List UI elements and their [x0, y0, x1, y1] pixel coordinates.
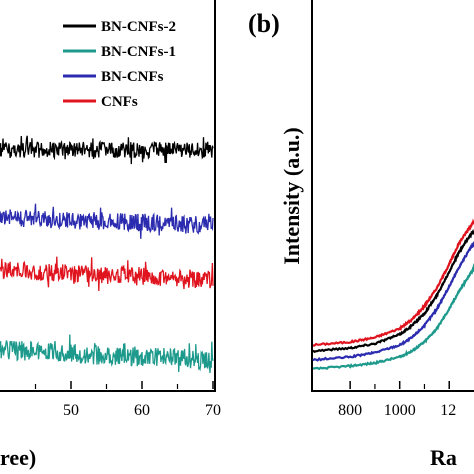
panel-b-series-line — [313, 218, 474, 347]
panel-b-x-axis-label: Ra — [430, 445, 457, 470]
panel-b-series-line — [312, 241, 474, 362]
panel-b-series-line — [312, 263, 474, 371]
panel-a-series — [0, 135, 214, 374]
x-tick-label: 800 — [338, 402, 362, 419]
legend-label: BN-CNFs-1 — [101, 44, 176, 60]
legend-label: BN-CNFs — [101, 69, 164, 85]
x-tick-label: 50 — [63, 402, 79, 419]
panel-b-series-line — [312, 229, 474, 354]
panel-a-frame — [0, 0, 216, 392]
legend-label: BN-CNFs-2 — [101, 19, 176, 35]
panel-a-legend: BN-CNFs-2 BN-CNFs-1 BN-CNFs CNFs — [63, 19, 176, 110]
panel-a-x-ticks: 50 60 70 — [34, 381, 221, 419]
panel-a-x-axis-label: ree) — [0, 445, 36, 470]
x-tick-label: 70 — [205, 402, 221, 419]
series-line-bn-cnfs-2 — [0, 135, 214, 165]
x-tick-label: 60 — [134, 402, 150, 419]
legend-label: CNFs — [101, 94, 138, 110]
panel-b-frame — [311, 0, 474, 392]
x-tick-label: 1000 — [384, 402, 416, 419]
x-tick-label: 12 — [440, 402, 456, 419]
panel-b-series — [312, 218, 474, 371]
series-line-cnfs — [0, 256, 214, 292]
panel-b-y-axis-label: Intensity (a.u.) — [279, 127, 304, 265]
series-line-bn-cnfs — [0, 203, 214, 239]
panel-b-x-ticks: 800 1000 12 — [338, 381, 456, 419]
series-line-bn-cnfs-1 — [0, 334, 214, 374]
panel-b-label: (b) — [248, 9, 280, 38]
